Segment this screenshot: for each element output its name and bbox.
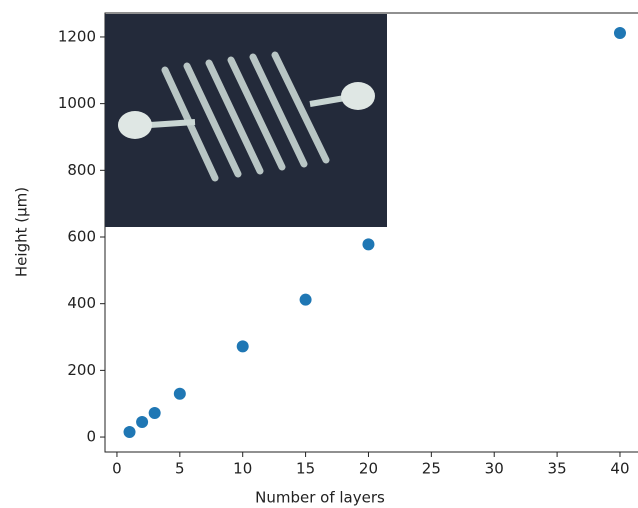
x-tick-label: 5 [175, 460, 185, 478]
y-axis-label: Height (μm) [13, 187, 31, 277]
point [173, 387, 186, 400]
point [299, 293, 312, 306]
x-tick-label: 15 [296, 460, 315, 478]
x-tick-label: 30 [485, 460, 504, 478]
y-tick-label: 1200 [58, 27, 96, 45]
point [236, 340, 249, 353]
y-tick-label: 600 [67, 228, 96, 246]
point [123, 426, 136, 439]
point [362, 238, 375, 251]
x-axis-label: Number of layers [255, 489, 385, 507]
inset-photo [105, 14, 387, 227]
x-tick-label: 0 [112, 460, 122, 478]
y-tick-label: 800 [67, 161, 96, 179]
x-tick-label: 20 [359, 460, 378, 478]
x-tick-label: 35 [548, 460, 567, 478]
y-tick-label: 200 [67, 361, 96, 379]
y-tick-label: 0 [86, 428, 96, 446]
x-tick-label: 40 [610, 460, 629, 478]
y-tick-label: 400 [67, 294, 96, 312]
y-tick-label: 1000 [58, 94, 96, 112]
point [148, 407, 161, 420]
x-tick-label: 10 [233, 460, 252, 478]
x-tick-label: 25 [422, 460, 441, 478]
plot-frame [104, 12, 638, 453]
point [136, 416, 149, 429]
point [613, 26, 626, 39]
